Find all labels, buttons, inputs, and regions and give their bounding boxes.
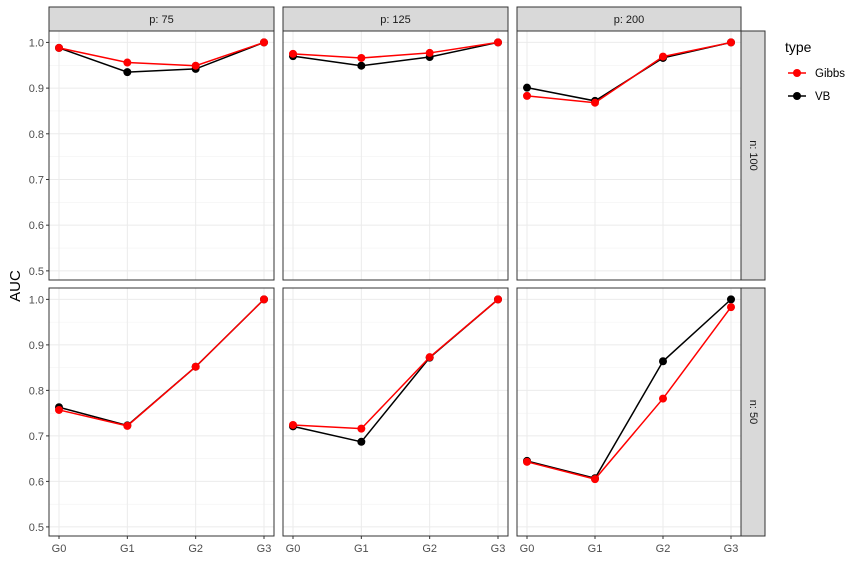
legend-key-point (793, 69, 801, 77)
y-tick-label: 1.0 (29, 37, 44, 49)
facet-panel (48, 30, 275, 281)
x-tick-label: G2 (422, 543, 437, 555)
data-point-gibbs (123, 421, 132, 430)
series-line-gibbs (526, 306, 732, 480)
panel-border (516, 30, 742, 281)
panel-background (283, 288, 508, 536)
legend-label: VB (815, 91, 831, 103)
data-point-gibbs (494, 38, 502, 47)
data-point-vb (123, 68, 132, 77)
data-point-gibbs (123, 58, 132, 67)
x-tick-label: G1 (588, 543, 603, 555)
x-tick-label: G0 (520, 543, 535, 555)
y-tick-label: 0.6 (29, 220, 44, 232)
panel-border (516, 287, 742, 537)
data-point-gibbs (425, 353, 434, 362)
y-tick-label: 0.8 (29, 385, 44, 397)
y-tick-label: 0.7 (29, 431, 44, 443)
series-line-gibbs (292, 298, 499, 430)
legend: type Gibbs VB (785, 39, 845, 103)
data-point-gibbs (727, 38, 735, 47)
series-line-gibbs (292, 41, 499, 59)
legend-label: Gibbs (815, 68, 845, 80)
y-tick-label: 0.8 (29, 129, 44, 141)
legend-key-point (793, 92, 801, 100)
panel-border (282, 287, 509, 537)
data-point-gibbs (289, 49, 297, 58)
data-point-gibbs (55, 43, 63, 52)
x-tick-label: G3 (491, 543, 506, 555)
facet-panel (516, 30, 742, 281)
facet-strip-col (282, 6, 509, 32)
series-line-vb (58, 41, 265, 73)
legend-title: type (785, 39, 812, 55)
facet-panel (282, 30, 509, 281)
series-line-gibbs (526, 41, 732, 104)
data-point-gibbs (523, 91, 531, 100)
y-tick-label: 0.5 (29, 522, 44, 534)
panel-background (517, 31, 741, 280)
y-axis-title: AUC (7, 270, 24, 302)
data-point-gibbs (289, 420, 297, 429)
data-point-gibbs (494, 295, 502, 304)
series-line-vb (526, 298, 732, 480)
facet-panel (282, 287, 509, 537)
y-tick-label: 0.7 (29, 174, 44, 186)
data-point-gibbs (727, 303, 735, 312)
panel-border (48, 30, 275, 281)
series-line-gibbs (58, 298, 265, 427)
panel-background (49, 31, 274, 280)
series-line-vb (292, 41, 499, 67)
facet-strip-col (516, 6, 742, 32)
data-point-vb (357, 437, 366, 446)
data-point-gibbs (260, 38, 268, 47)
y-tick-label: 0.9 (29, 83, 44, 95)
facet-strip-label: p: 75 (149, 14, 173, 26)
x-tick-label: G1 (120, 543, 135, 555)
facet-strip-label: p: 125 (380, 14, 411, 26)
y-tick-label: 0.9 (29, 340, 44, 352)
data-point-vb (727, 295, 735, 304)
data-point-gibbs (523, 457, 531, 466)
x-tick-label: G0 (52, 543, 67, 555)
x-tick-label: G1 (354, 543, 369, 555)
data-point-vb (523, 83, 531, 92)
data-point-gibbs (591, 475, 599, 484)
x-tick-label: G0 (286, 543, 301, 555)
panel-background (49, 288, 274, 536)
data-point-gibbs (357, 424, 366, 433)
panel-background (283, 31, 508, 280)
data-point-gibbs (191, 61, 200, 70)
y-tick-label: 1.0 (29, 294, 44, 306)
data-point-gibbs (659, 52, 667, 61)
panel-border (282, 30, 509, 281)
facet-strip-row (740, 287, 766, 537)
data-point-gibbs (591, 98, 599, 107)
data-point-gibbs (260, 295, 268, 304)
x-tick-label: G2 (188, 543, 203, 555)
panel-background (517, 288, 741, 536)
data-point-vb (659, 357, 667, 366)
facet-panel (48, 287, 275, 537)
data-point-gibbs (659, 394, 667, 403)
x-tick-label: G3 (257, 543, 272, 555)
facet-strip-col (48, 6, 275, 32)
data-point-gibbs (357, 53, 366, 62)
data-point-gibbs (191, 362, 200, 371)
y-tick-label: 0.6 (29, 476, 44, 488)
data-point-gibbs (425, 48, 434, 57)
panel-border (48, 287, 275, 537)
data-point-gibbs (55, 405, 63, 414)
x-tick-label: G3 (724, 543, 739, 555)
facet-strip-label: n: 50 (747, 400, 759, 424)
facet-strip-label: p: 200 (614, 14, 645, 26)
series-line-gibbs (58, 41, 265, 67)
x-tick-label: G2 (656, 543, 671, 555)
y-tick-label: 0.5 (29, 266, 44, 278)
facet-panel (516, 287, 742, 537)
facet-strip-label: n: 100 (747, 140, 759, 171)
data-point-vb (357, 61, 366, 70)
